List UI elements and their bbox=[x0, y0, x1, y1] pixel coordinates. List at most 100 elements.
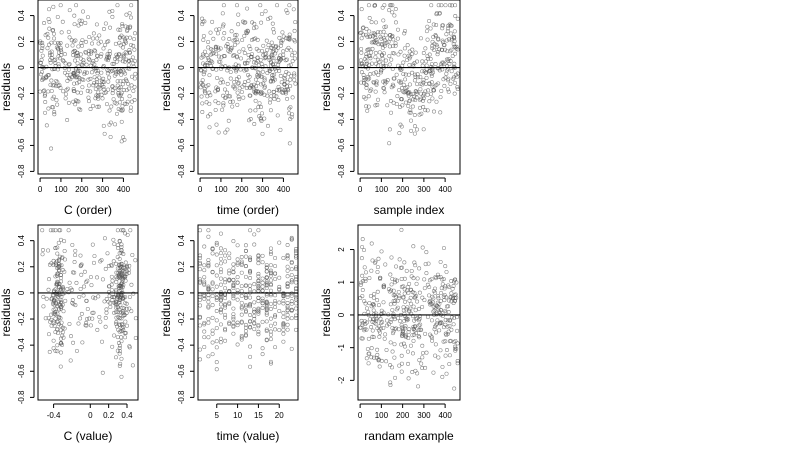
data-point bbox=[99, 92, 104, 97]
data-point bbox=[202, 320, 207, 325]
data-point bbox=[241, 47, 246, 52]
data-point bbox=[411, 338, 416, 343]
data-point bbox=[214, 67, 219, 72]
data-point bbox=[430, 338, 435, 343]
data-point bbox=[388, 363, 393, 368]
data-point bbox=[260, 288, 265, 293]
data-point bbox=[364, 320, 369, 325]
data-point bbox=[392, 355, 397, 360]
data-point bbox=[410, 290, 415, 295]
data-point bbox=[284, 57, 289, 62]
data-point bbox=[128, 108, 133, 113]
data-point bbox=[227, 320, 232, 325]
x-axis-title: C (value) bbox=[64, 429, 113, 443]
data-point bbox=[281, 339, 286, 344]
data-point bbox=[58, 316, 63, 321]
data-point bbox=[122, 101, 127, 106]
data-point bbox=[59, 294, 64, 299]
data-point bbox=[46, 106, 51, 111]
y-tick-label: 0.4 bbox=[177, 9, 186, 21]
data-point bbox=[47, 42, 52, 47]
data-point bbox=[77, 106, 81, 111]
data-point bbox=[239, 300, 244, 305]
data-point bbox=[390, 349, 395, 354]
data-point bbox=[117, 51, 122, 56]
data-point bbox=[97, 83, 102, 88]
data-point bbox=[455, 359, 460, 364]
data-point bbox=[218, 270, 223, 275]
data-point bbox=[421, 51, 426, 55]
data-point bbox=[268, 361, 273, 366]
data-point bbox=[427, 332, 432, 337]
data-point bbox=[260, 284, 265, 289]
data-point bbox=[252, 314, 257, 319]
data-point bbox=[200, 52, 205, 57]
data-point bbox=[94, 77, 99, 82]
data-point bbox=[90, 60, 95, 65]
data-point bbox=[293, 301, 298, 306]
data-point bbox=[78, 316, 83, 321]
data-point bbox=[293, 20, 298, 25]
data-point bbox=[267, 55, 272, 60]
data-point bbox=[262, 56, 267, 61]
data-point bbox=[85, 306, 90, 311]
data-point bbox=[404, 268, 409, 273]
data-point bbox=[433, 290, 438, 295]
data-point bbox=[262, 76, 267, 81]
data-point bbox=[235, 90, 240, 95]
data-point bbox=[382, 90, 387, 95]
data-point bbox=[261, 43, 266, 48]
data-point bbox=[47, 349, 52, 354]
data-point bbox=[435, 52, 440, 57]
data-point bbox=[86, 83, 91, 88]
data-point bbox=[289, 237, 294, 242]
data-point bbox=[127, 59, 132, 63]
data-point bbox=[266, 17, 271, 22]
data-point bbox=[273, 327, 278, 332]
data-point bbox=[371, 295, 376, 300]
data-point bbox=[375, 289, 380, 294]
data-point bbox=[281, 310, 286, 315]
data-point bbox=[374, 317, 379, 322]
data-point bbox=[69, 334, 73, 339]
data-point bbox=[249, 54, 254, 59]
data-point bbox=[396, 63, 401, 68]
data-point bbox=[371, 31, 376, 36]
data-point bbox=[81, 77, 86, 82]
data-point bbox=[107, 51, 112, 56]
data-point bbox=[281, 49, 286, 54]
data-point bbox=[424, 250, 429, 255]
data-point bbox=[285, 305, 290, 310]
data-point bbox=[239, 289, 244, 294]
data-point bbox=[453, 3, 458, 8]
data-point bbox=[58, 276, 63, 281]
data-point bbox=[256, 254, 261, 259]
data-point bbox=[411, 97, 416, 102]
y-axis-title: residuals bbox=[159, 288, 173, 336]
data-point bbox=[398, 319, 403, 324]
x-tick-label: 0 bbox=[38, 185, 43, 194]
data-point bbox=[414, 95, 419, 100]
x-tick-label: 300 bbox=[96, 185, 110, 194]
data-point bbox=[399, 333, 404, 338]
data-point bbox=[412, 78, 417, 83]
data-point bbox=[95, 80, 100, 85]
data-point bbox=[119, 268, 124, 273]
data-point bbox=[381, 325, 386, 330]
data-point bbox=[246, 79, 251, 83]
data-point bbox=[374, 355, 379, 360]
data-point bbox=[437, 68, 442, 73]
data-point bbox=[384, 40, 389, 45]
data-point bbox=[288, 84, 293, 89]
data-point bbox=[434, 99, 439, 104]
data-point bbox=[375, 40, 380, 45]
data-point bbox=[243, 283, 248, 288]
data-point bbox=[239, 305, 244, 309]
data-point bbox=[214, 242, 219, 247]
data-point bbox=[60, 330, 65, 335]
data-point bbox=[110, 91, 115, 96]
data-point bbox=[120, 45, 125, 50]
data-point bbox=[113, 70, 118, 75]
data-point bbox=[424, 75, 429, 80]
data-point bbox=[235, 342, 240, 347]
